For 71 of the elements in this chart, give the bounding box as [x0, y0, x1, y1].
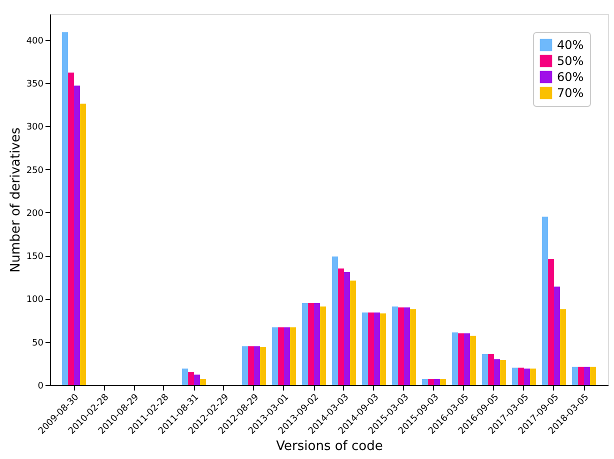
bar — [470, 336, 476, 385]
bar — [290, 327, 296, 385]
bar — [590, 366, 596, 385]
bar — [344, 272, 350, 385]
bar — [404, 307, 410, 385]
bar — [74, 86, 80, 385]
y-tick-label: 150 — [26, 252, 44, 262]
bar — [362, 312, 368, 385]
bar — [380, 313, 386, 385]
bar — [392, 306, 398, 385]
bar — [182, 368, 188, 385]
bar — [374, 312, 380, 385]
bar — [350, 280, 356, 385]
bar — [62, 32, 68, 385]
bar — [410, 309, 416, 385]
bar — [512, 368, 518, 385]
bar — [518, 368, 524, 385]
bar — [524, 368, 530, 385]
bar — [254, 346, 260, 385]
x-axis-title: Versions of code — [276, 438, 383, 454]
y-tick-label: 0 — [38, 382, 44, 392]
bar — [584, 366, 590, 385]
bar — [80, 104, 86, 385]
bar — [560, 309, 566, 385]
legend-label: 40% — [557, 38, 584, 52]
y-tick-label: 250 — [26, 166, 44, 176]
bar — [482, 354, 488, 385]
bar — [194, 374, 200, 385]
legend-label: 70% — [557, 86, 584, 100]
bar — [572, 366, 578, 385]
bar — [248, 346, 254, 385]
y-tick-label: 350 — [26, 80, 44, 90]
bar — [548, 259, 554, 385]
bar — [542, 216, 548, 385]
bar — [272, 327, 278, 385]
bar — [440, 378, 446, 385]
legend-label: 50% — [557, 54, 584, 68]
bar — [434, 378, 440, 385]
bar — [488, 354, 494, 385]
bar — [188, 372, 194, 385]
y-tick-label: 200 — [26, 208, 44, 219]
y-axis-title: Number of derivatives — [8, 127, 24, 273]
y-tick-label: 300 — [26, 122, 44, 133]
bar — [68, 72, 74, 385]
bar — [320, 306, 326, 385]
bar — [464, 333, 470, 385]
bar — [284, 327, 290, 385]
bar — [494, 359, 500, 385]
bar — [458, 333, 464, 385]
bar — [314, 303, 320, 385]
y-tick-label: 400 — [26, 36, 44, 46]
bar — [302, 303, 308, 385]
bar — [398, 307, 404, 385]
y-tick-label: 100 — [26, 295, 44, 306]
bar — [242, 346, 248, 385]
bar — [452, 332, 458, 385]
bar — [368, 312, 374, 385]
bar — [200, 378, 206, 385]
bar — [308, 303, 314, 385]
bar — [260, 347, 266, 385]
bar — [530, 368, 536, 385]
bar — [332, 256, 338, 385]
bar — [338, 268, 344, 385]
legend-label: 60% — [557, 70, 584, 84]
bar — [500, 360, 506, 385]
bar — [428, 378, 434, 385]
bar — [578, 366, 584, 385]
y-tick-label: 50 — [32, 338, 44, 348]
bar — [278, 327, 284, 385]
bar — [554, 286, 560, 385]
bar — [422, 378, 428, 385]
